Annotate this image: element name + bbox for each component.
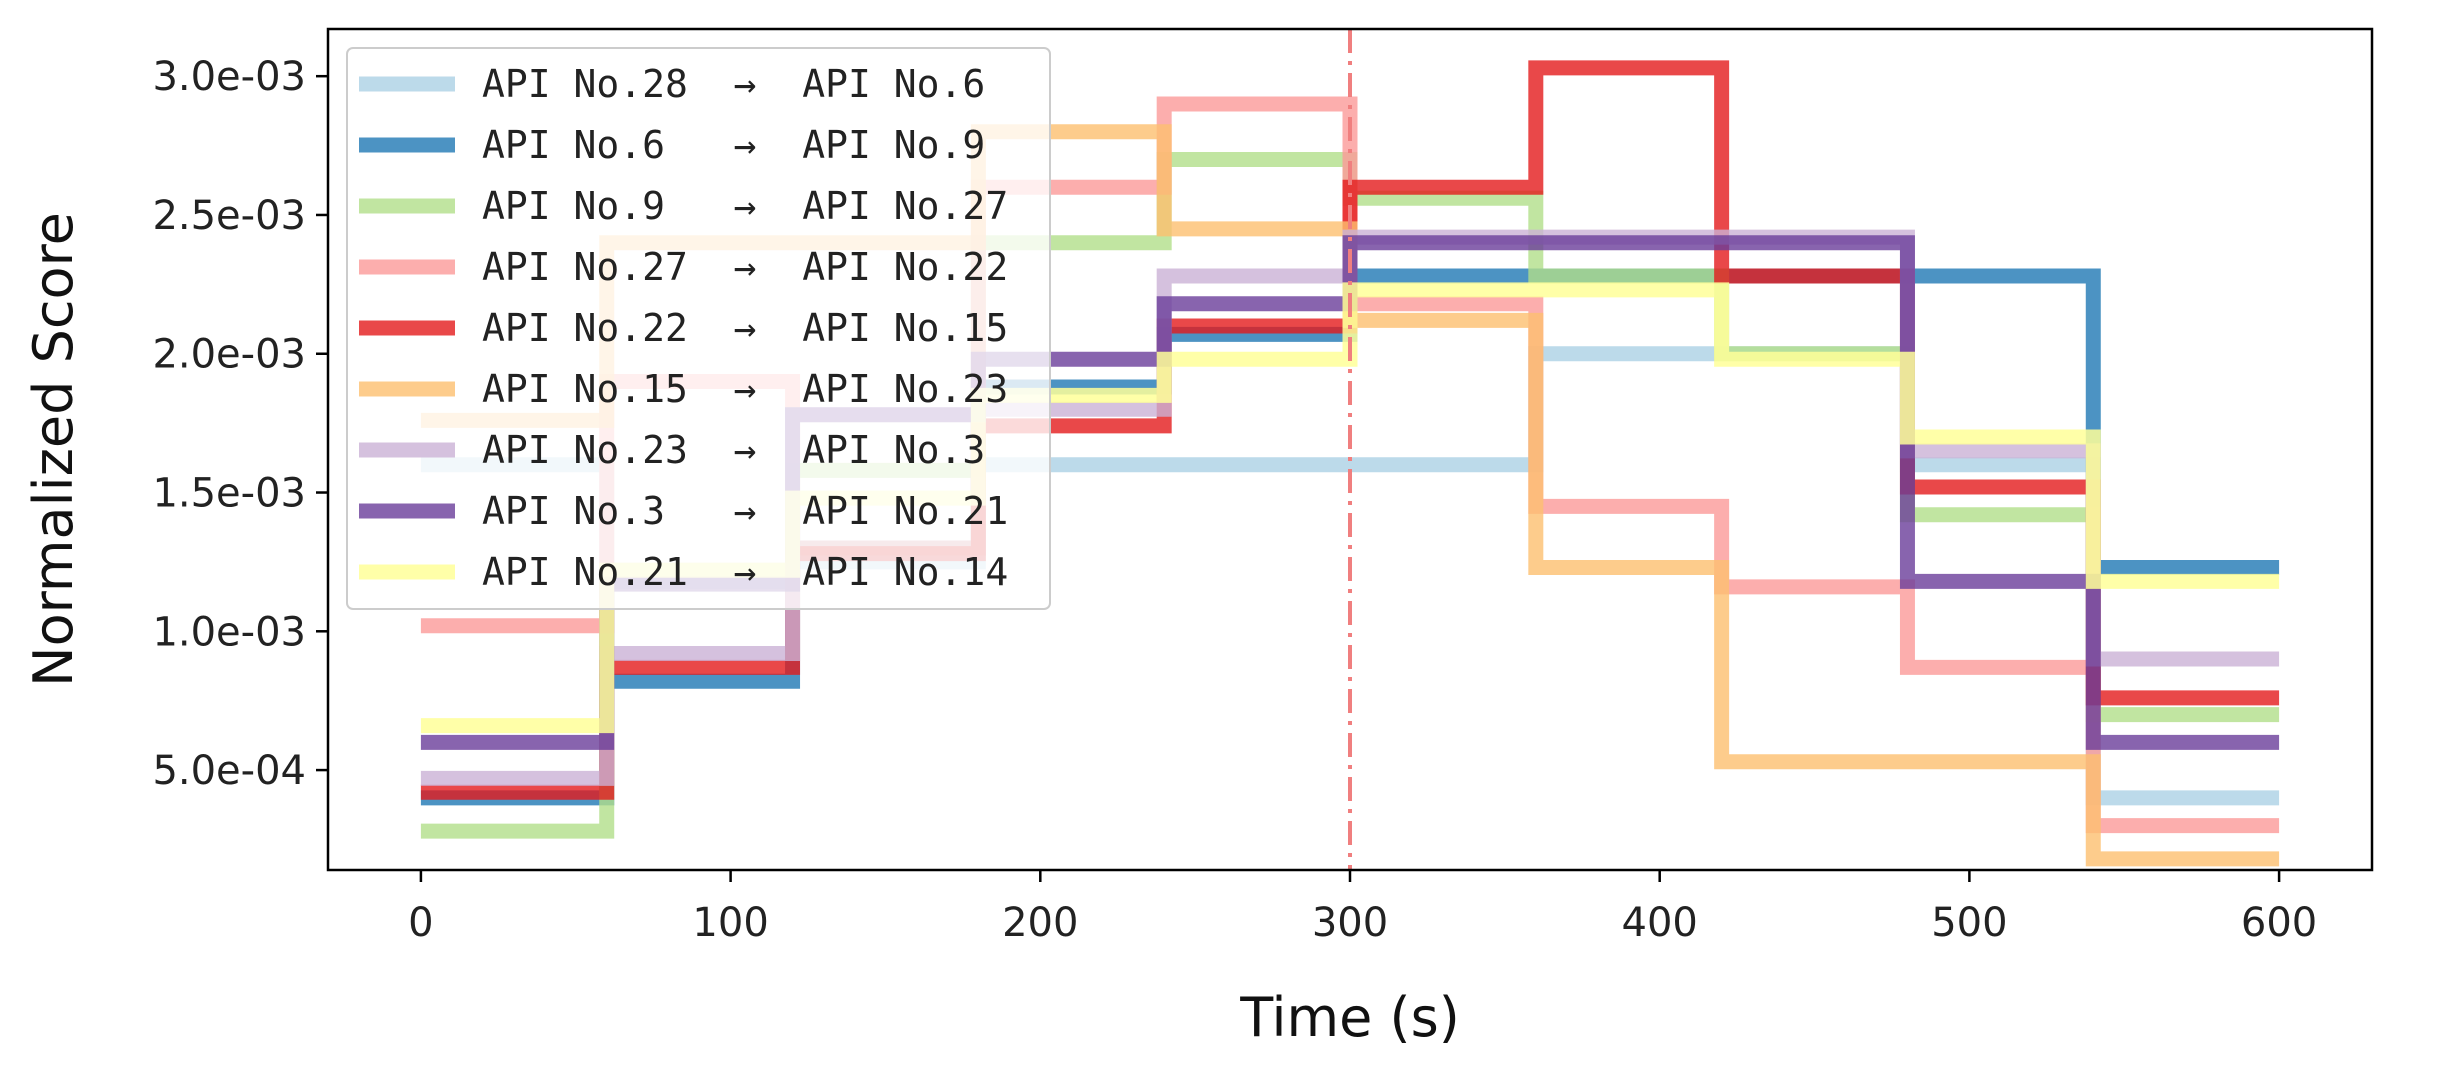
y-tick-label: 1.0e-03 [152, 609, 306, 655]
y-tick-label: 1.5e-03 [152, 471, 306, 517]
y-axis-label: Normalized Score [22, 212, 85, 687]
x-tick-label: 400 [1622, 900, 1698, 946]
series-line-7 [420, 229, 2280, 786]
legend: API No.28 → API No.6 API No.6 → API No.9 A… [346, 47, 1051, 610]
axis-ticks: 0 100 200 300 400 500 600 5.0e-04 1.0e-03 1.5e-03… [152, 54, 2317, 946]
y-tick-label: 3.0e-03 [152, 54, 306, 100]
legend-label: API No.23 → API No.3 [482, 428, 985, 472]
x-tick-label: 500 [1931, 900, 2007, 946]
y-tick-label: 5.0e-04 [152, 748, 306, 794]
x-tick-label: 0 [408, 900, 433, 946]
x-tick-label: 300 [1312, 900, 1388, 946]
legend-label: API No.22 → API No.15 [482, 306, 1008, 350]
legend-label: API No.27 → API No.22 [482, 245, 1008, 289]
legend-label: API No.15 → API No.23 [482, 367, 1008, 411]
legend-box [346, 47, 1051, 610]
x-tick-label: 600 [2241, 900, 2317, 946]
legend-label: API No.28 → API No.6 [482, 62, 985, 106]
legend-label: API No.6 → API No.9 [482, 123, 985, 167]
x-axis-label: Time (s) [1239, 986, 1460, 1049]
y-tick-label: 2.0e-03 [152, 332, 306, 378]
y-tick-label: 2.5e-03 [152, 193, 306, 239]
legend-label: API No.9 → API No.27 [482, 184, 1008, 228]
x-tick-label: 100 [692, 900, 768, 946]
legend-label: API No.3 → API No.21 [482, 489, 1008, 533]
legend-label: API No.21 → API No.14 [482, 550, 1008, 594]
x-tick-label: 200 [1002, 900, 1078, 946]
